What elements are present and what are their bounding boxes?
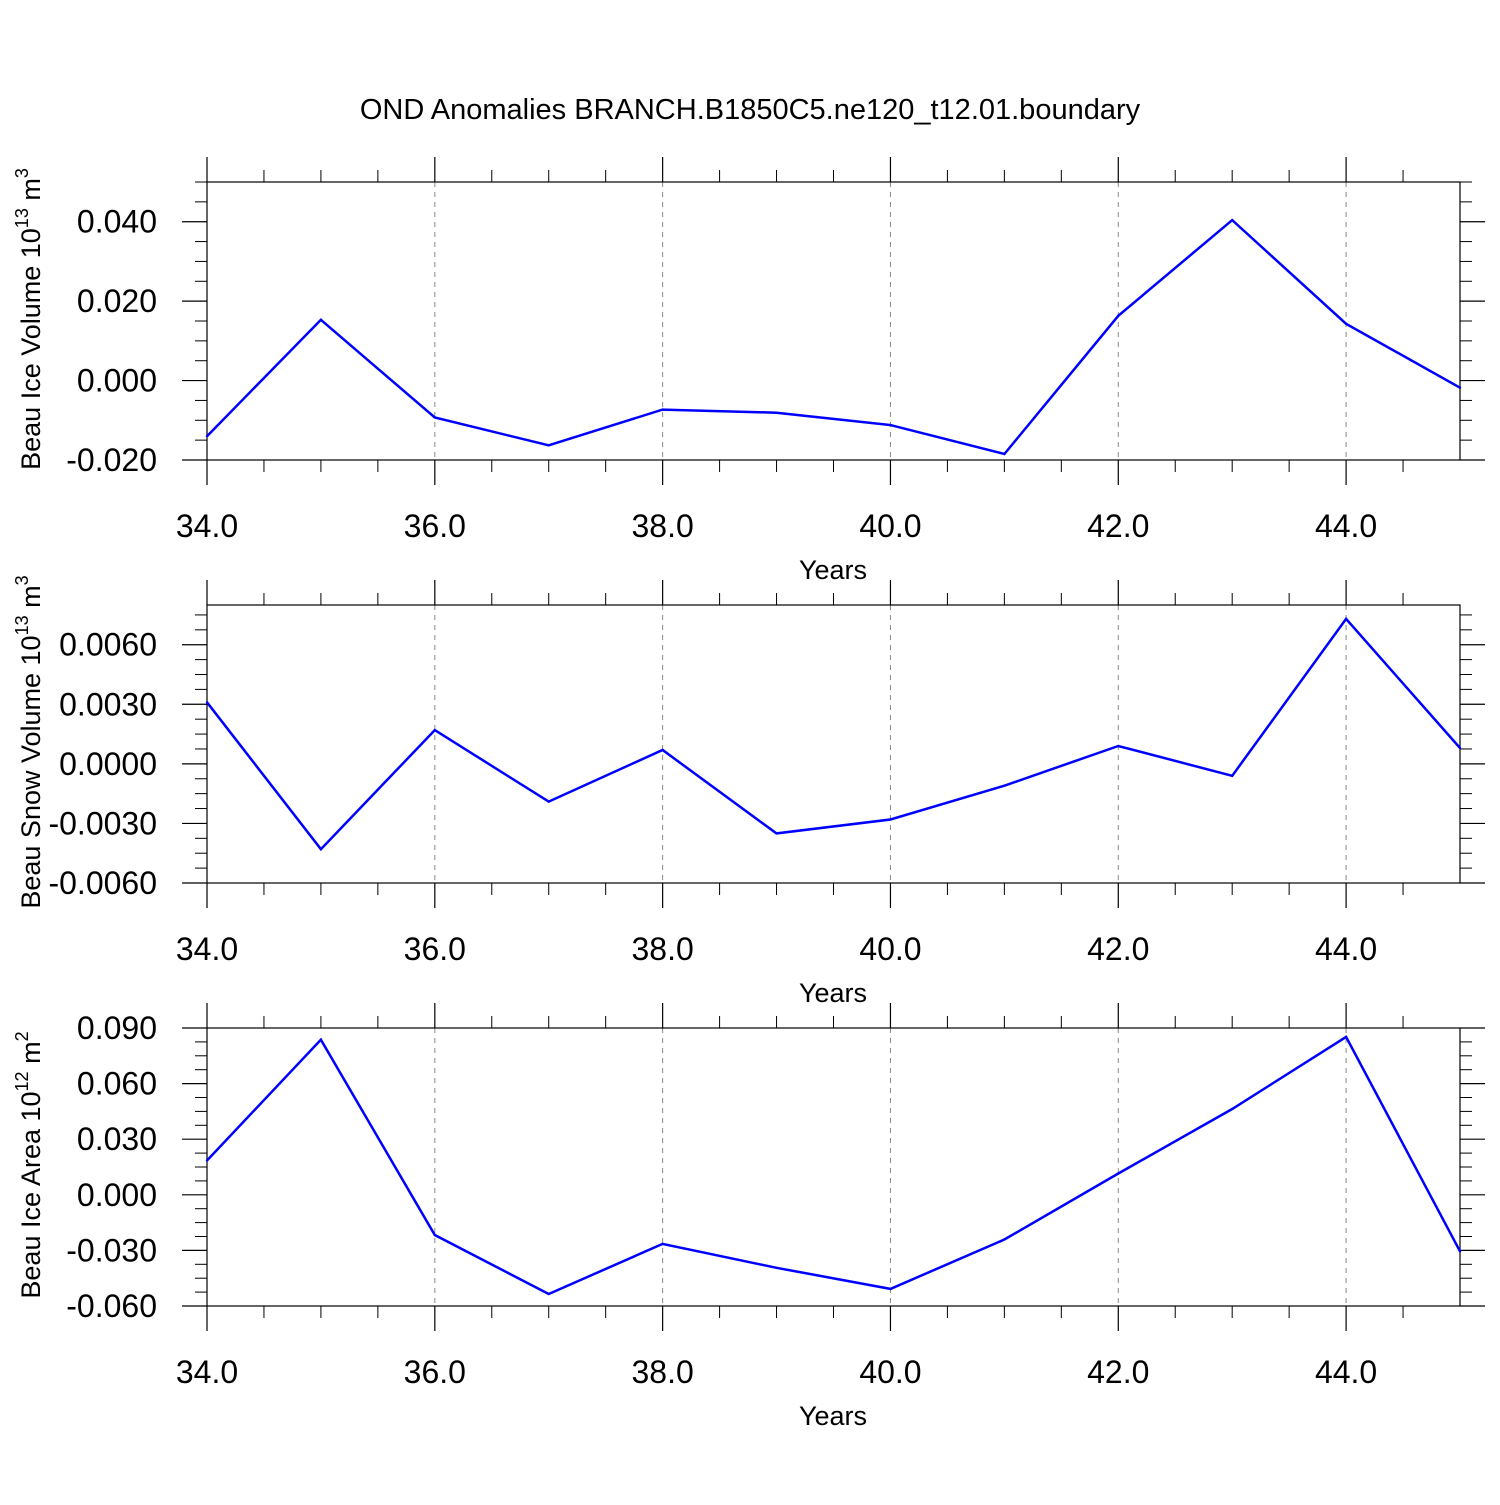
y-axis-title: Beau Ice Volume 1013 m3: [12, 168, 46, 470]
data-point: [1003, 784, 1006, 787]
x-tick-label: 44.0: [1315, 508, 1377, 544]
y-axis-title-exponent: 13: [12, 208, 32, 228]
y-axis-title-exponent: 12: [12, 1071, 32, 1091]
data-point: [433, 416, 437, 419]
y-tick-label: 0.0000: [59, 746, 157, 782]
y-tick-label: 0.020: [77, 283, 157, 319]
y-tick-label: 0.000: [77, 363, 157, 399]
data-point: [433, 728, 437, 732]
data-point: [547, 444, 550, 447]
y-axis-title-text: Beau Ice Volume 10: [16, 228, 46, 470]
data-point: [775, 411, 778, 414]
x-tick-label: 36.0: [404, 508, 466, 544]
y-axis-title-exponent: 13: [12, 615, 32, 635]
data-point: [547, 1292, 550, 1296]
y-tick-label: 0.040: [77, 204, 157, 240]
data-point: [661, 748, 664, 752]
y-tick-label: -0.0030: [48, 805, 157, 841]
y-axis-title: Beau Ice Area 1012 m2: [12, 1031, 46, 1298]
data-point: [889, 1287, 892, 1291]
data-point: [1230, 1107, 1234, 1111]
x-tick-label: 34.0: [176, 508, 238, 544]
x-tick-label: 34.0: [176, 931, 238, 967]
data-point: [775, 1266, 778, 1270]
panel-1: -0.020 0.000 0.020 0.040 34.0 36.0 38.0 40.0 42.…: [12, 157, 1485, 585]
y-tick-label: -0.030: [66, 1232, 157, 1268]
y-axis-title-unit-exponent: 3: [12, 168, 32, 178]
series-line: [206, 1035, 1462, 1296]
x-axis-title: Years: [799, 555, 867, 585]
data-point: [1003, 452, 1006, 456]
data-point: [1230, 218, 1234, 222]
x-tick-label: 38.0: [631, 508, 693, 544]
data-point: [1458, 386, 1462, 389]
data-point: [1230, 774, 1234, 777]
y-axis-title-unit: m: [16, 585, 46, 615]
y-axis-title-text: Beau Snow Volume 10: [16, 635, 46, 908]
data-point: [661, 1242, 664, 1246]
data-point: [1117, 314, 1120, 318]
x-tick-label: 38.0: [631, 1354, 693, 1390]
x-tick-label: 36.0: [404, 1354, 466, 1390]
data-point: [889, 423, 892, 427]
data-point: [1344, 322, 1348, 325]
x-tick-label: 38.0: [631, 931, 693, 967]
x-axis-title: Years: [799, 1401, 867, 1431]
x-tick-label: 34.0: [176, 1354, 238, 1390]
data-point: [319, 1038, 323, 1041]
y-tick-label: -0.0060: [48, 865, 157, 901]
y-axis-title: Beau Snow Volume 1013 m3: [12, 575, 46, 908]
x-tick-label: 40.0: [859, 931, 921, 967]
data-point: [1458, 1250, 1462, 1253]
y-axis-title-unit: m: [16, 1041, 46, 1071]
chart-title: OND Anomalies BRANCH.B1850C5.ne120_t12.0…: [360, 94, 1141, 126]
data-point: [1458, 746, 1462, 750]
y-tick-label: 0.030: [77, 1121, 157, 1157]
data-point: [1344, 617, 1348, 621]
data-point: [205, 1159, 209, 1162]
data-point: [1117, 744, 1120, 748]
y-axis-title-unit-exponent: 2: [12, 1031, 32, 1041]
x-tick-label: 36.0: [404, 931, 466, 967]
data-point: [1003, 1238, 1006, 1241]
data-point: [205, 434, 209, 438]
y-axis-title-text: Beau Ice Area 10: [16, 1091, 46, 1298]
y-axis-title-unit: m: [16, 178, 46, 208]
series-line: [206, 616, 1461, 852]
data-point: [661, 408, 664, 411]
y-tick-label: -0.060: [66, 1288, 157, 1324]
plot-frame: [206, 604, 1461, 884]
x-tick-label: 44.0: [1315, 1354, 1377, 1390]
x-tick-label: 40.0: [859, 1354, 921, 1390]
data-point: [205, 701, 209, 704]
series-line: [206, 218, 1461, 456]
data-point: [433, 1233, 437, 1237]
x-tick-label: 42.0: [1087, 508, 1149, 544]
y-tick-label: 0.0030: [59, 686, 157, 722]
panel-2: -0.0060 -0.0030 0.0000 0.0030 0.0060 34.0 36.0…: [12, 575, 1485, 1008]
data-point: [319, 848, 323, 851]
data-point: [775, 832, 778, 835]
x-tick-label: 40.0: [859, 508, 921, 544]
x-tick-label: 44.0: [1315, 931, 1377, 967]
data-point: [889, 818, 892, 821]
y-tick-label: 0.060: [77, 1066, 157, 1102]
x-axis-title: Years: [799, 978, 867, 1008]
y-tick-label: -0.020: [66, 442, 157, 478]
y-tick-label: 0.0060: [59, 627, 157, 663]
data-point: [1117, 1172, 1120, 1175]
x-tick-label: 42.0: [1087, 1354, 1149, 1390]
y-tick-label: 0.090: [77, 1010, 157, 1046]
data-point: [547, 800, 550, 803]
panel-3: -0.060 -0.030 0.000 0.030 0.060 0.090 34.0 36.0…: [12, 1003, 1485, 1431]
data-point: [1344, 1035, 1348, 1039]
y-axis-title-unit-exponent: 3: [12, 575, 32, 585]
data-point: [319, 318, 323, 322]
y-tick-label: 0.000: [77, 1177, 157, 1213]
x-tick-label: 42.0: [1087, 931, 1149, 967]
